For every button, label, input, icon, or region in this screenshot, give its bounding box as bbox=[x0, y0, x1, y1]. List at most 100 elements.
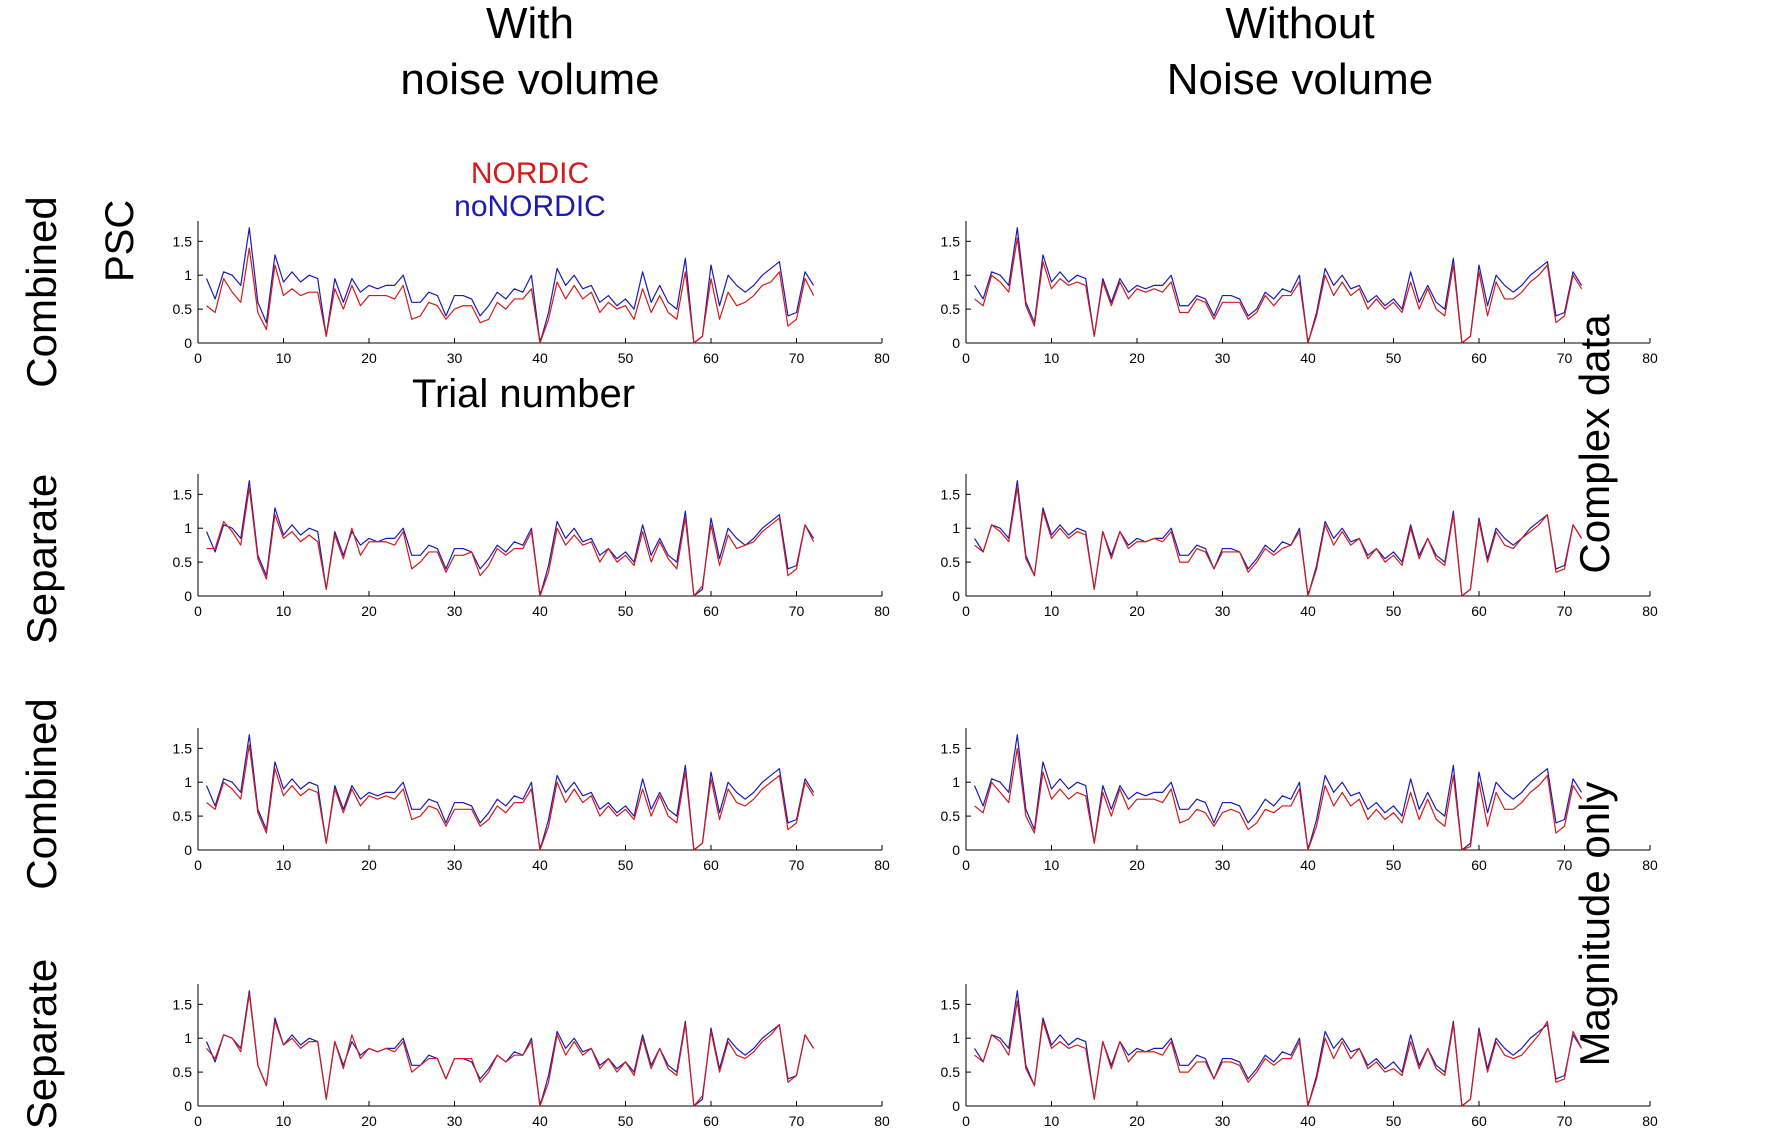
panel-r3-c0: 0 10 20 30 40 50 60 70 80 0 0.5 1 1.5 bbox=[173, 984, 890, 1129]
panel-r1-c0: 0 10 20 30 40 50 60 70 80 0 0.5 1 1.5 bbox=[173, 474, 890, 619]
series-line-nordic bbox=[974, 1000, 1583, 1107]
x-tick-label: 80 bbox=[1642, 1113, 1658, 1129]
series-line-nordic bbox=[974, 486, 1583, 597]
panel-r0-c0: 0 10 20 30 40 50 60 70 80 0 0.5 1 1.5 bbox=[173, 221, 890, 366]
x-tick-label: 50 bbox=[1386, 350, 1402, 366]
x-tick-label: 60 bbox=[703, 1113, 719, 1129]
x-tick-label: 20 bbox=[1129, 857, 1145, 873]
x-tick-label: 50 bbox=[618, 1113, 634, 1129]
column-title-line2: Noise volume bbox=[1166, 55, 1434, 104]
series-line-nonordic bbox=[205, 990, 815, 1107]
x-tick-label: 40 bbox=[1300, 1113, 1316, 1129]
legend-nonordic: noNORDIC bbox=[454, 190, 606, 223]
y-tick-label: 0.5 bbox=[941, 1064, 961, 1080]
y-tick-label: 1.5 bbox=[173, 233, 193, 249]
column-title-line1: With bbox=[486, 0, 574, 48]
x-tick-label: 40 bbox=[1300, 857, 1316, 873]
y-tick-label: 0.5 bbox=[173, 554, 193, 570]
legend-nordic: NORDIC bbox=[470, 157, 590, 190]
x-tick-label: 20 bbox=[361, 857, 377, 873]
column-title-without-noise: Without Noise volume bbox=[1050, 0, 1550, 108]
x-tick-label: 0 bbox=[962, 857, 970, 873]
x-tick-label: 50 bbox=[618, 603, 634, 619]
column-title-with-noise: With noise volume bbox=[280, 0, 780, 108]
x-tick-label: 40 bbox=[532, 1113, 548, 1129]
x-tick-label: 50 bbox=[618, 857, 634, 873]
x-tick-label: 30 bbox=[1215, 857, 1231, 873]
y-tick-label: 0.5 bbox=[173, 301, 193, 317]
y-tick-label: 1 bbox=[952, 520, 960, 536]
series-line-nonordic bbox=[974, 227, 1583, 344]
x-tick-label: 50 bbox=[1386, 857, 1402, 873]
x-tick-label: 50 bbox=[618, 350, 634, 366]
y-tick-label: 1.5 bbox=[941, 996, 961, 1012]
x-tick-label: 10 bbox=[276, 1113, 292, 1129]
x-tick-label: 70 bbox=[1557, 350, 1573, 366]
x-tick-label: 70 bbox=[1557, 603, 1573, 619]
y-tick-label: 0.5 bbox=[941, 554, 961, 570]
x-tick-label: 0 bbox=[194, 857, 202, 873]
x-tick-label: 10 bbox=[276, 857, 292, 873]
x-tick-label: 10 bbox=[1044, 603, 1060, 619]
x-tick-label: 10 bbox=[276, 350, 292, 366]
x-tick-label: 50 bbox=[1386, 603, 1402, 619]
y-tick-label: 1 bbox=[952, 267, 960, 283]
x-tick-label: 40 bbox=[532, 350, 548, 366]
x-axis-label: Trial number bbox=[412, 372, 636, 416]
x-tick-label: 0 bbox=[962, 350, 970, 366]
column-title-line1: Without bbox=[1225, 0, 1375, 48]
y-tick-label: 0.5 bbox=[173, 1064, 193, 1080]
x-tick-label: 20 bbox=[1129, 603, 1145, 619]
x-tick-label: 10 bbox=[1044, 1113, 1060, 1129]
y-tick-label: 1 bbox=[952, 774, 960, 790]
x-tick-label: 50 bbox=[1386, 1113, 1402, 1129]
x-tick-label: 60 bbox=[703, 857, 719, 873]
x-tick-label: 30 bbox=[1215, 603, 1231, 619]
x-tick-label: 60 bbox=[703, 603, 719, 619]
panel-r2-c1: 0 10 20 30 40 50 60 70 80 0 0.5 1 1.5 bbox=[941, 728, 1658, 873]
x-tick-label: 30 bbox=[447, 857, 463, 873]
panel-r3-c1: 0 10 20 30 40 50 60 70 80 0 0.5 1 1.5 bbox=[941, 984, 1658, 1129]
x-tick-label: 40 bbox=[532, 603, 548, 619]
x-tick-label: 30 bbox=[447, 603, 463, 619]
x-tick-label: 60 bbox=[703, 350, 719, 366]
x-tick-label: 30 bbox=[1215, 1113, 1231, 1129]
x-tick-label: 30 bbox=[447, 1113, 463, 1129]
series-line-nonordic bbox=[973, 734, 1583, 851]
x-tick-label: 80 bbox=[874, 603, 890, 619]
x-tick-label: 60 bbox=[1471, 1113, 1487, 1129]
series-line-nordic bbox=[974, 237, 1583, 344]
x-tick-label: 20 bbox=[1129, 350, 1145, 366]
series-line-nonordic bbox=[205, 227, 815, 344]
series-line-nonordic bbox=[974, 990, 1583, 1107]
y-tick-label: 0.5 bbox=[941, 301, 961, 317]
x-tick-label: 70 bbox=[789, 1113, 805, 1129]
y-tick-label: 0 bbox=[952, 588, 960, 604]
x-tick-label: 10 bbox=[1044, 350, 1060, 366]
series-line-nordic bbox=[206, 993, 815, 1107]
x-tick-label: 0 bbox=[962, 1113, 970, 1129]
x-tick-label: 80 bbox=[1642, 603, 1658, 619]
series-line-nonordic bbox=[205, 734, 815, 851]
x-tick-label: 60 bbox=[1471, 350, 1487, 366]
series-line-nordic bbox=[206, 744, 815, 851]
y-tick-label: 0 bbox=[952, 1098, 960, 1114]
x-tick-label: 70 bbox=[789, 603, 805, 619]
x-tick-label: 20 bbox=[361, 350, 377, 366]
y-tick-label: 1.5 bbox=[173, 996, 193, 1012]
x-tick-label: 80 bbox=[1642, 857, 1658, 873]
y-tick-label: 0 bbox=[184, 1098, 192, 1114]
x-tick-label: 20 bbox=[361, 1113, 377, 1129]
y-tick-label: 1.5 bbox=[941, 486, 961, 502]
x-tick-label: 0 bbox=[194, 350, 202, 366]
x-tick-label: 10 bbox=[276, 603, 292, 619]
y-tick-label: 0 bbox=[184, 842, 192, 858]
y-tick-label: 1 bbox=[184, 520, 192, 536]
x-tick-label: 80 bbox=[1642, 350, 1658, 366]
x-tick-label: 80 bbox=[874, 350, 890, 366]
x-tick-label: 60 bbox=[1471, 603, 1487, 619]
x-tick-label: 80 bbox=[874, 857, 890, 873]
x-tick-label: 0 bbox=[194, 1113, 202, 1129]
panel-r1-c1: 0 10 20 30 40 50 60 70 80 0 0.5 1 1.5 bbox=[941, 474, 1658, 619]
